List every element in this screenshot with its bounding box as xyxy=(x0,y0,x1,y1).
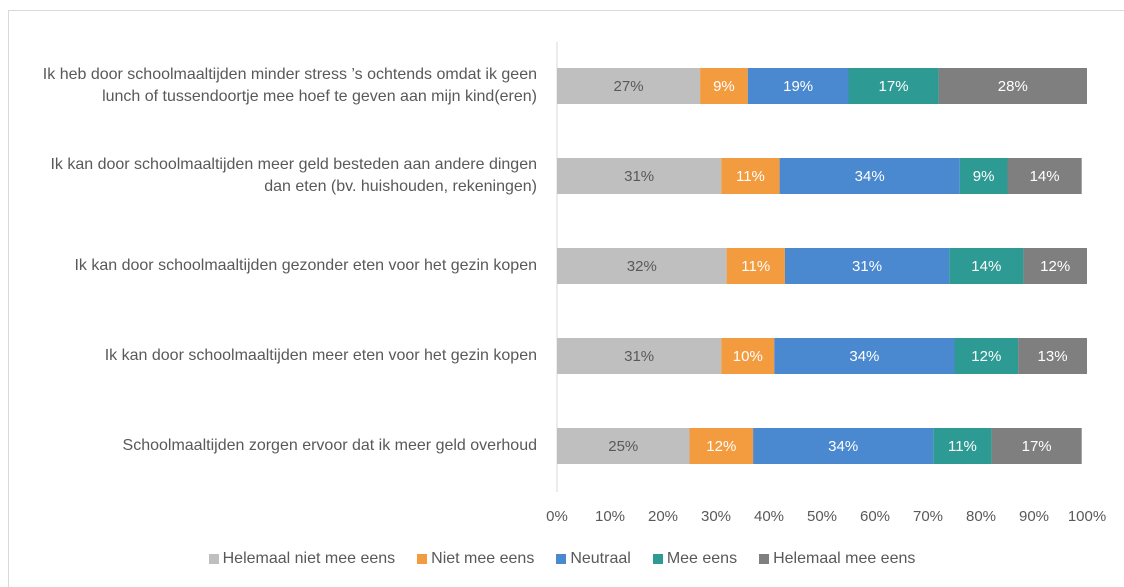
x-tick-label: 70% xyxy=(913,508,943,525)
bar-segment xyxy=(689,428,754,464)
bar-segment xyxy=(747,68,849,104)
category-label: Ik kan door schoolmaaltijden gezonder et… xyxy=(74,257,537,274)
bar-segment xyxy=(557,338,722,374)
legend-item: Neutraal xyxy=(556,550,631,568)
value-label: 12% xyxy=(971,348,1001,365)
bar-segment xyxy=(933,428,992,464)
bar-segment xyxy=(726,248,785,284)
value-label: 9% xyxy=(713,78,735,95)
legend-swatch xyxy=(208,554,219,564)
bar-segment xyxy=(774,338,955,374)
x-tick-label: 0% xyxy=(546,508,568,525)
bar-segment xyxy=(1018,338,1087,374)
value-label: 13% xyxy=(1038,348,1068,365)
bar-segment xyxy=(954,338,1019,374)
bar-segment xyxy=(557,158,722,194)
x-tick-label: 60% xyxy=(860,508,890,525)
legend-swatch xyxy=(652,554,663,564)
bar-segment xyxy=(784,248,950,284)
value-label: 32% xyxy=(627,258,657,275)
x-tick-label: 50% xyxy=(807,508,837,525)
legend-label: Helemaal mee eens xyxy=(773,550,916,567)
legend-item: Niet mee eens xyxy=(417,550,534,568)
value-label: 25% xyxy=(608,438,638,455)
bar-segment xyxy=(779,158,960,194)
legend-label: Mee eens xyxy=(666,550,738,567)
x-tick-label: 10% xyxy=(595,508,625,525)
bar-segment xyxy=(1007,158,1082,194)
legend-swatch xyxy=(417,554,428,564)
bar-segment xyxy=(959,158,1008,194)
value-label: 11% xyxy=(736,168,765,185)
value-label: 34% xyxy=(828,438,858,455)
legend-swatch xyxy=(759,554,770,564)
category-label: Schoolmaaltijden zorgen ervoor dat ik me… xyxy=(122,437,537,454)
frame xyxy=(8,10,1124,587)
category-label: Ik heb door schoolmaaltijden minder stre… xyxy=(42,66,537,105)
bar-segment xyxy=(557,248,727,284)
legend-label: Neutraal xyxy=(570,550,631,567)
x-tick-label: 90% xyxy=(1019,508,1049,525)
value-label: 27% xyxy=(614,78,644,95)
bar-segment xyxy=(700,68,748,104)
value-label: 31% xyxy=(852,258,882,275)
value-label: 19% xyxy=(783,78,813,95)
value-label: 31% xyxy=(624,168,654,185)
value-label: 17% xyxy=(1022,438,1052,455)
legend-item: Mee eens xyxy=(652,550,738,568)
legend-item: Helemaal mee eens xyxy=(759,550,915,568)
value-label: 9% xyxy=(973,168,995,185)
bar-segment xyxy=(753,428,934,464)
category-label: Ik kan door schoolmaaltijden meer eten v… xyxy=(104,347,537,364)
legend-item: Helemaal niet mee eens xyxy=(208,550,396,568)
value-label: 12% xyxy=(706,438,736,455)
legend: Helemaal niet mee eens Niet mee eens Neutr… xyxy=(0,550,1124,568)
value-label: 14% xyxy=(1030,168,1060,185)
x-tick-label: 30% xyxy=(701,508,731,525)
value-label: 12% xyxy=(1040,258,1070,275)
legend-label: Helemaal niet mee eens xyxy=(222,550,396,567)
legend-swatch xyxy=(556,554,567,564)
bar-segment xyxy=(991,428,1082,464)
x-tick-label: 20% xyxy=(648,508,678,525)
value-label: 34% xyxy=(849,348,879,365)
bar-segment xyxy=(848,68,939,104)
bar-segment xyxy=(1023,248,1087,284)
bar-segment xyxy=(938,68,1087,104)
value-label: 14% xyxy=(971,258,1001,275)
bar-segment xyxy=(721,338,775,374)
category-label: Ik kan door schoolmaaltijden meer geld b… xyxy=(50,156,537,195)
bar-segment xyxy=(557,428,690,464)
bar-segment xyxy=(949,248,1024,284)
bar-segment xyxy=(557,68,701,104)
x-tick-label: 80% xyxy=(966,508,996,525)
value-label: 11% xyxy=(948,438,977,455)
x-tick-label: 40% xyxy=(754,508,784,525)
legend-label: Niet mee eens xyxy=(431,550,535,567)
value-label: 34% xyxy=(855,168,885,185)
value-label: 17% xyxy=(879,78,909,95)
value-label: 31% xyxy=(624,348,654,365)
value-label: 11% xyxy=(741,258,770,275)
value-label: 10% xyxy=(733,348,763,365)
bar-segment xyxy=(721,158,780,194)
value-label: 28% xyxy=(998,78,1028,95)
x-tick-label: 100% xyxy=(1068,508,1106,525)
